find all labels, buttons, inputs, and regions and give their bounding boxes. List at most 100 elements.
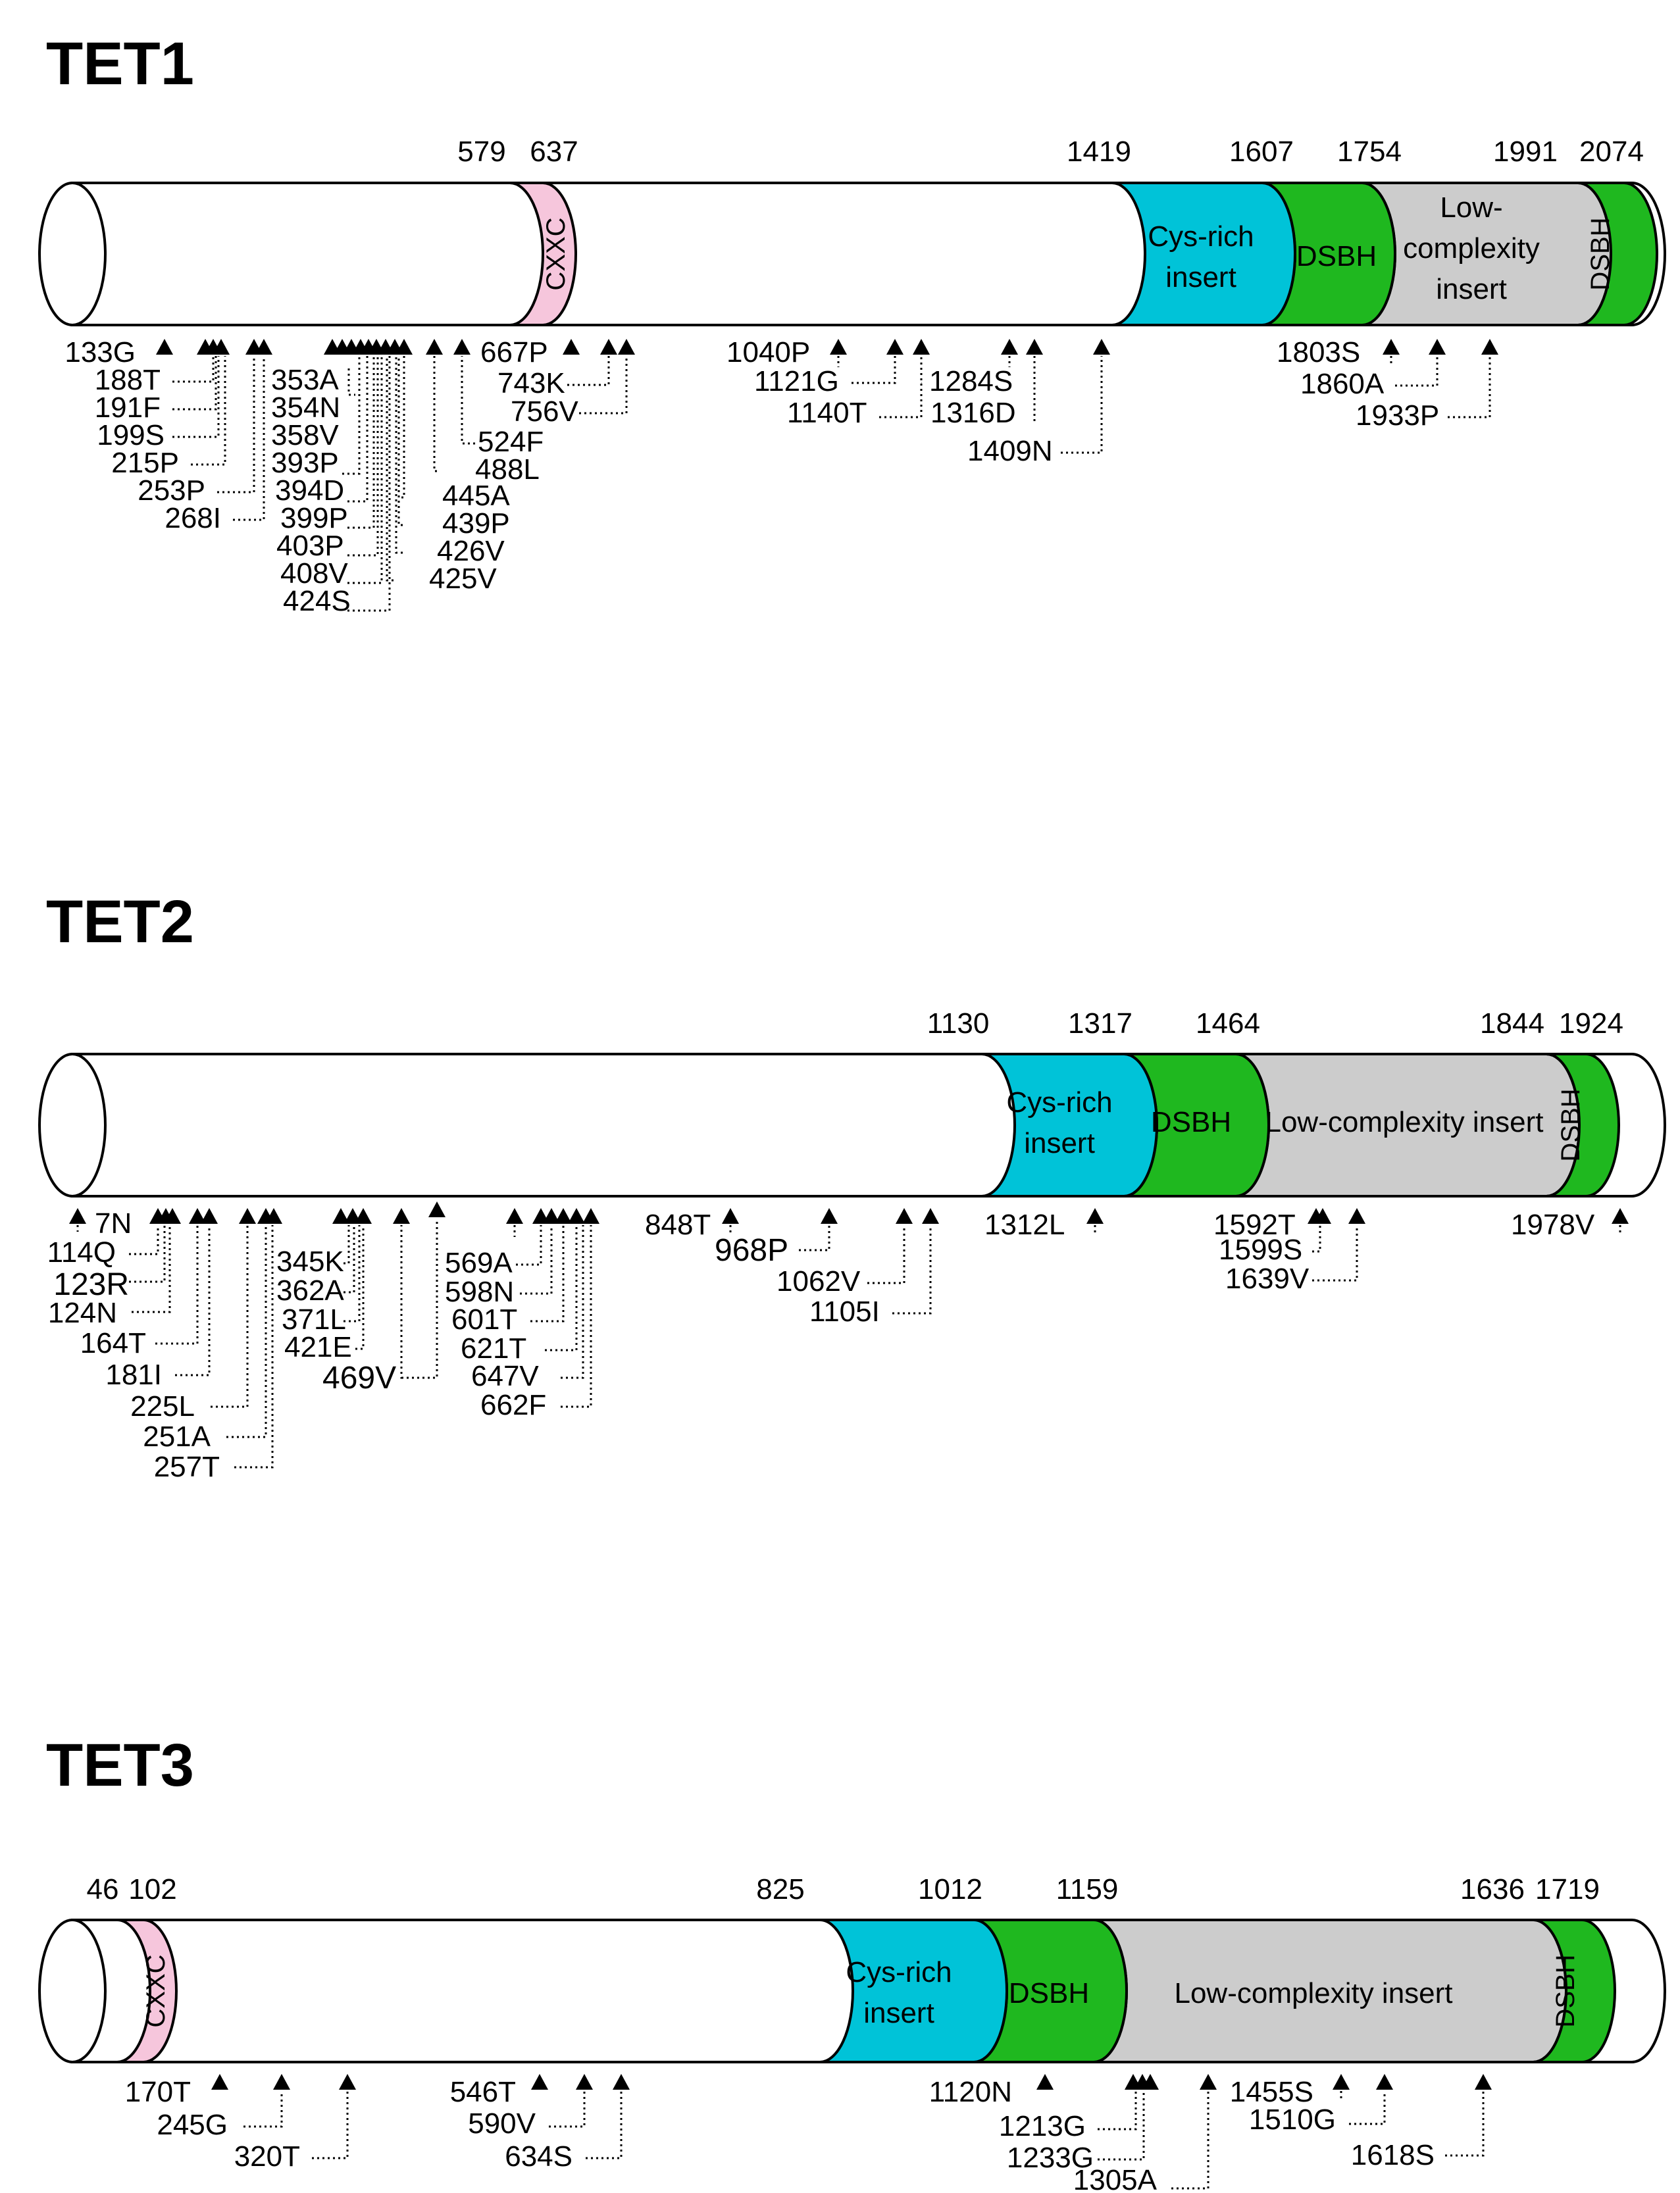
tet2-low-complexity-label: Low-complexity insert xyxy=(1265,1106,1543,1138)
leader-line xyxy=(344,1225,361,1323)
tet1-panel: TET1 579 637 1419 1607 1754 1991 2074 CX… xyxy=(38,30,1666,617)
leader-line xyxy=(347,368,355,396)
tet2-cys-rich-label-line2: insert xyxy=(1024,1127,1095,1159)
leader-line xyxy=(312,2091,349,2159)
mutation-arrow xyxy=(1348,1208,1365,1224)
tet2-panel: TET2 1130 1317 1464 1844 1924 Cys-rich i… xyxy=(38,888,1666,1483)
mutation-label: 353A xyxy=(271,364,339,396)
mutation-label: 1062V xyxy=(776,1265,861,1298)
tet2-cylinder-cap xyxy=(38,1053,107,1197)
tet3-dsbh-domain-2 xyxy=(1533,1919,1616,2063)
leader-line xyxy=(1349,2091,1386,2125)
mutation-label: 371L xyxy=(282,1303,346,1336)
mutation-label: 848T xyxy=(645,1209,711,1241)
mutation-label: 1592T xyxy=(1213,1209,1296,1241)
mutation-arrow xyxy=(531,2074,548,2090)
mutation-arrow xyxy=(1475,2074,1492,2090)
tet1-protein-bar xyxy=(38,182,1666,326)
tet1-cxxc-label: CXXC xyxy=(542,217,571,290)
leader-line xyxy=(243,2091,283,2128)
leader-line xyxy=(516,1225,542,1266)
tet3-boundary-1636: 1636 xyxy=(1460,1873,1525,1905)
tet1-boundary-1607: 1607 xyxy=(1229,136,1294,168)
mutation-arrow xyxy=(600,339,617,355)
mutation-arrow xyxy=(428,1201,445,1217)
mutation-arrow xyxy=(453,339,471,355)
leader-line xyxy=(561,1225,592,1408)
tet2-boundary-1844: 1844 xyxy=(1480,1007,1544,1040)
mutation-label: 408V xyxy=(280,557,348,590)
leader-line xyxy=(1395,356,1438,387)
mutation-arrow xyxy=(1314,1208,1331,1224)
mutation-label: 1409N xyxy=(967,435,1053,467)
tet1-low-complexity-label-line3: insert xyxy=(1436,273,1507,305)
mutation-label: 1978V xyxy=(1511,1209,1595,1241)
tet2-cys-rich-label-line1: Cys-rich xyxy=(1006,1086,1112,1119)
mutation-arrow xyxy=(555,1208,572,1224)
leader-line xyxy=(355,1225,365,1350)
mutation-label: 1803S xyxy=(1277,336,1360,368)
mutation-arrow xyxy=(265,1208,282,1224)
tet3-mutation-arrows xyxy=(211,2074,1492,2090)
mutation-arrow xyxy=(821,1208,838,1224)
mutation-label: 421E xyxy=(284,1331,352,1363)
leader-line xyxy=(344,1225,350,1265)
tet3-cxxc-domain xyxy=(116,1919,178,2063)
mutation-arrow xyxy=(830,339,847,355)
mutation-label: 215P xyxy=(111,447,179,479)
mutation-label: 170T xyxy=(125,2076,191,2108)
tet1-mutation-arrows xyxy=(156,339,1498,355)
mutation-arrow xyxy=(1383,339,1400,355)
leader-line xyxy=(852,356,896,384)
leader-line xyxy=(342,356,361,475)
tet3-leader-lines xyxy=(243,2091,1485,2190)
mutation-label: 439P xyxy=(442,507,510,540)
leader-line xyxy=(461,356,475,445)
leader-line xyxy=(586,2091,623,2159)
leader-line xyxy=(129,1225,166,1283)
tet1-cylinder-cap xyxy=(38,182,107,326)
mutation-label: 253P xyxy=(138,474,205,507)
leader-line xyxy=(892,1225,932,1315)
mutation-arrow xyxy=(922,1208,939,1224)
leader-line xyxy=(545,1225,578,1351)
mutation-arrow xyxy=(722,1208,739,1224)
mutation-label: 1040P xyxy=(726,336,810,368)
tet3-cys-rich-domain xyxy=(819,1919,1008,2063)
tet1-boundary-637: 637 xyxy=(530,136,578,168)
tet2-mutation-arrows xyxy=(69,1201,1629,1224)
leader-line xyxy=(129,1225,159,1255)
mutation-arrow xyxy=(255,339,272,355)
mutation-label: 1213G xyxy=(999,2110,1086,2142)
mutation-arrow xyxy=(1333,2074,1350,2090)
tet1-boundary-2074: 2074 xyxy=(1579,136,1644,168)
mutation-arrow xyxy=(543,1208,560,1224)
mutation-label: 225L xyxy=(130,1390,195,1423)
mutation-arrow xyxy=(339,2074,356,2090)
leader-line xyxy=(1098,2091,1137,2130)
tet1-low-complexity-label-line1: Low- xyxy=(1440,191,1502,224)
leader-line xyxy=(530,1225,565,1323)
mutation-label: 188T xyxy=(95,364,161,396)
mutation-label: 1316D xyxy=(930,397,1016,429)
leader-line xyxy=(397,356,403,526)
mutation-label: 345K xyxy=(276,1246,344,1278)
mutation-arrow xyxy=(213,339,230,355)
mutation-label: 251A xyxy=(143,1421,211,1453)
mutation-label: 598N xyxy=(445,1276,514,1308)
tet3-boundary-825: 825 xyxy=(756,1873,804,1905)
tet3-cylinder-cap xyxy=(38,1919,107,2063)
mutation-label: 1455S xyxy=(1230,2076,1313,2108)
mutation-label: 1312L xyxy=(984,1209,1065,1241)
mutation-label: 358V xyxy=(271,419,339,451)
mutation-arrow xyxy=(189,1208,206,1224)
mutation-label: 1933P xyxy=(1356,399,1439,432)
mutation-label: 743K xyxy=(497,367,565,399)
leader-line xyxy=(1312,1225,1321,1253)
leader-line xyxy=(217,356,255,493)
leader-line xyxy=(401,356,405,499)
mutation-arrow xyxy=(395,339,413,355)
tet1-boundary-1991: 1991 xyxy=(1493,136,1558,168)
mutation-label: 1140T xyxy=(787,397,867,429)
